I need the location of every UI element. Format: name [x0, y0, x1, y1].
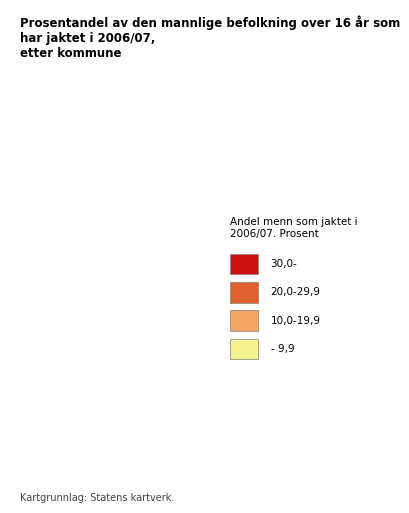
Text: Kartgrunnlag: Statens kartverk.: Kartgrunnlag: Statens kartverk. — [20, 493, 175, 503]
Text: 30,0-: 30,0- — [270, 259, 297, 269]
Text: 20,0-29,9: 20,0-29,9 — [270, 287, 320, 298]
Text: 10,0-19,9: 10,0-19,9 — [270, 315, 320, 326]
Text: - 9,9: - 9,9 — [270, 344, 294, 354]
Text: Andel menn som jaktet i
2006/07. Prosent: Andel menn som jaktet i 2006/07. Prosent — [229, 217, 356, 239]
Text: Prosentandel av den mannlige befolkning over 16 år som har jaktet i 2006/07,
ett: Prosentandel av den mannlige befolkning … — [20, 15, 400, 60]
